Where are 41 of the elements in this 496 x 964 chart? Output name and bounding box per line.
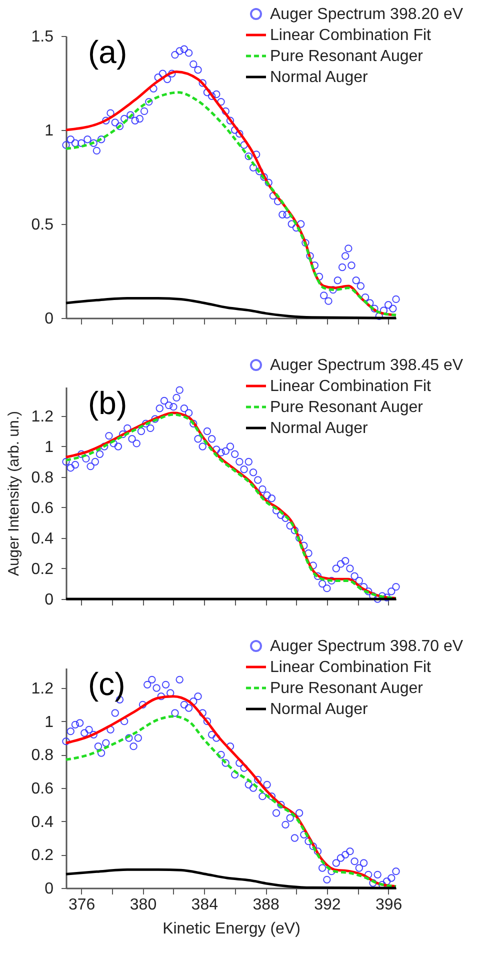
legend-label: Pure Resonant Auger [270, 399, 424, 416]
annotation: (a) [88, 34, 128, 70]
y-tick-label: 0.8 [31, 469, 54, 486]
legend-label: Auger Spectrum 398.70 eV [270, 638, 464, 655]
y-tick-label: 0 [44, 592, 54, 608]
legend-label: Normal Auger [270, 69, 368, 86]
y-tick-label: 1.2 [31, 408, 54, 426]
legend-label: Auger Spectrum 398.45 eV [270, 357, 464, 374]
y-tick-label: 1 [44, 438, 54, 456]
x-tick-label: 392 [314, 896, 341, 914]
y-tick-label: 0 [44, 310, 54, 328]
y-tick-label: 1 [44, 122, 54, 140]
y-tick-label: 1.5 [31, 28, 54, 46]
y-axis-title: Auger Intensity (arb. un.) [5, 410, 22, 576]
y-tick-label: 0.2 [31, 847, 54, 864]
annotation: (c) [88, 666, 126, 702]
y-tick-label: 0.4 [31, 530, 54, 548]
x-tick-label: 388 [252, 896, 280, 914]
x-tick-label: 376 [68, 896, 96, 914]
x-axis-title: Kinetic Energy (eV) [162, 920, 300, 938]
legend-label: Linear Combination Fit [270, 27, 432, 44]
y-tick-label: 0.4 [31, 814, 54, 831]
x-tick-label: 380 [130, 896, 157, 914]
legend-label: Linear Combination Fit [270, 378, 432, 395]
x-tick-label: 396 [375, 896, 402, 914]
legend-label: Normal Auger [270, 701, 368, 718]
legend-label: Pure Resonant Auger [270, 680, 424, 697]
y-tick-label: 0.6 [31, 500, 54, 517]
legend-label: Auger Spectrum 398.20 eV [270, 6, 464, 23]
y-tick-label: 0.2 [31, 560, 54, 578]
legend-label: Normal Auger [270, 420, 368, 437]
legend-label: Pure Resonant Auger [270, 48, 424, 65]
y-tick-label: 0.6 [31, 780, 54, 798]
y-tick-label: 1 [44, 714, 54, 731]
annotation: (b) [88, 385, 128, 421]
y-tick-label: 0.5 [31, 216, 54, 234]
y-tick-label: 0 [44, 880, 54, 898]
legend-label: Linear Combination Fit [270, 659, 432, 676]
y-tick-label: 1.2 [31, 680, 54, 698]
y-tick-label: 0.8 [31, 747, 54, 764]
x-tick-label: 384 [191, 896, 218, 914]
